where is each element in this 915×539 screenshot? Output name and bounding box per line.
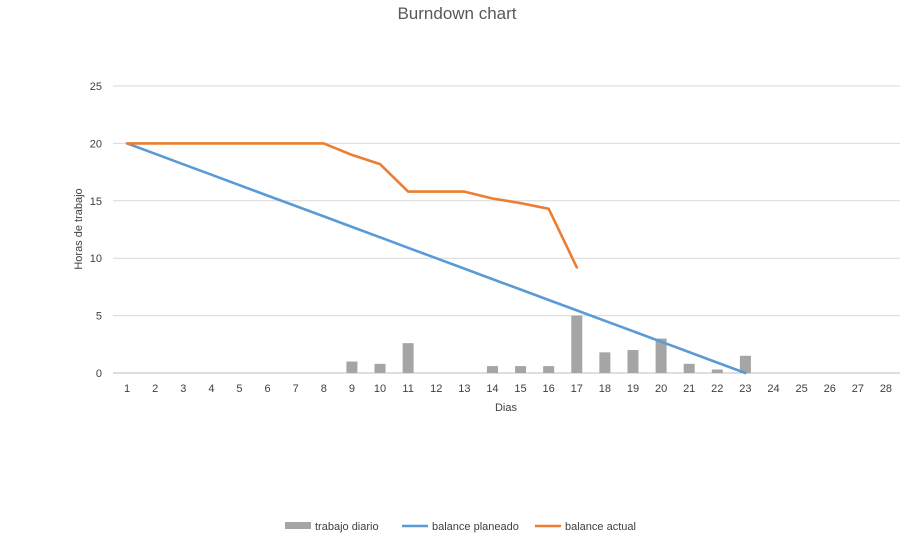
x-tick-label: 11 (402, 383, 413, 395)
x-tick-label: 25 (796, 383, 808, 395)
x-tick-label: 22 (711, 383, 723, 395)
legend-label: trabajo diario (315, 521, 379, 533)
chart-title: Burndown chart (397, 4, 516, 23)
bar-trabajo-diario (683, 363, 695, 373)
bar-trabajo-diario (402, 343, 414, 373)
x-axis-ticks: 1 2 3 4 5 6 7 8 9 10 11 12 13 14 15 16 17 18 19 20 21 22 23 24 2… (124, 383, 892, 395)
legend-label: balance planeado (432, 521, 519, 533)
x-tick-label: 4 (208, 383, 214, 395)
x-tick-label: 1 (124, 383, 130, 395)
x-tick-label: 20 (655, 383, 667, 395)
x-tick-label: 8 (321, 383, 327, 395)
y-tick-label: 10 (90, 253, 102, 265)
bar-trabajo-diario (374, 363, 386, 373)
bar-trabajo-diario (543, 366, 555, 373)
bar-trabajo-diario (599, 352, 611, 373)
legend-swatch (285, 522, 311, 529)
bar-trabajo-diario (655, 338, 667, 373)
x-tick-label: 6 (265, 383, 271, 395)
line-balance-planeado (125, 142, 747, 375)
bar-trabajo-diario (739, 355, 751, 373)
y-axis-ticks: 0 5 10 15 20 25 (90, 81, 102, 380)
bar-trabajo-diario (571, 315, 583, 373)
bar-trabajo-diario (486, 366, 498, 373)
y-tick-label: 25 (90, 81, 102, 93)
line-layer (125, 142, 747, 375)
x-tick-label: 14 (486, 383, 498, 395)
x-tick-label: 19 (627, 383, 639, 395)
x-tick-label: 27 (852, 383, 864, 395)
line-balance-actual (125, 142, 579, 269)
x-tick-label: 16 (543, 383, 555, 395)
x-tick-label: 7 (293, 383, 299, 395)
x-tick-label: 3 (180, 383, 186, 395)
bar-trabajo-diario (346, 361, 358, 373)
x-tick-label: 5 (236, 383, 242, 395)
x-tick-label: 15 (514, 383, 526, 395)
bar-layer (346, 315, 751, 373)
bar-trabajo-diario (627, 350, 639, 373)
x-tick-label: 9 (349, 383, 355, 395)
bar-trabajo-diario (711, 369, 723, 373)
x-tick-label: 18 (599, 383, 611, 395)
x-tick-label: 17 (571, 383, 583, 395)
x-tick-label: 26 (824, 383, 836, 395)
x-tick-label: 24 (767, 383, 779, 395)
x-axis-label: Dias (495, 402, 518, 414)
y-tick-label: 0 (96, 368, 102, 380)
y-tick-label: 20 (90, 138, 102, 150)
x-tick-label: 13 (458, 383, 470, 395)
x-tick-label: 21 (683, 383, 695, 395)
legend-label: balance actual (565, 521, 636, 533)
x-tick-label: 28 (880, 383, 892, 395)
x-tick-label: 10 (374, 383, 386, 395)
grid-layer (113, 85, 900, 374)
y-axis-label: Horas de trabajo (73, 188, 85, 269)
bar-trabajo-diario (515, 366, 527, 373)
y-tick-label: 15 (90, 196, 102, 208)
x-tick-label: 2 (152, 383, 158, 395)
y-tick-label: 5 (96, 311, 102, 323)
x-tick-label: 23 (739, 383, 751, 395)
legend: trabajo diario balance planeado balance ac… (285, 521, 636, 533)
x-tick-label: 12 (430, 383, 442, 395)
